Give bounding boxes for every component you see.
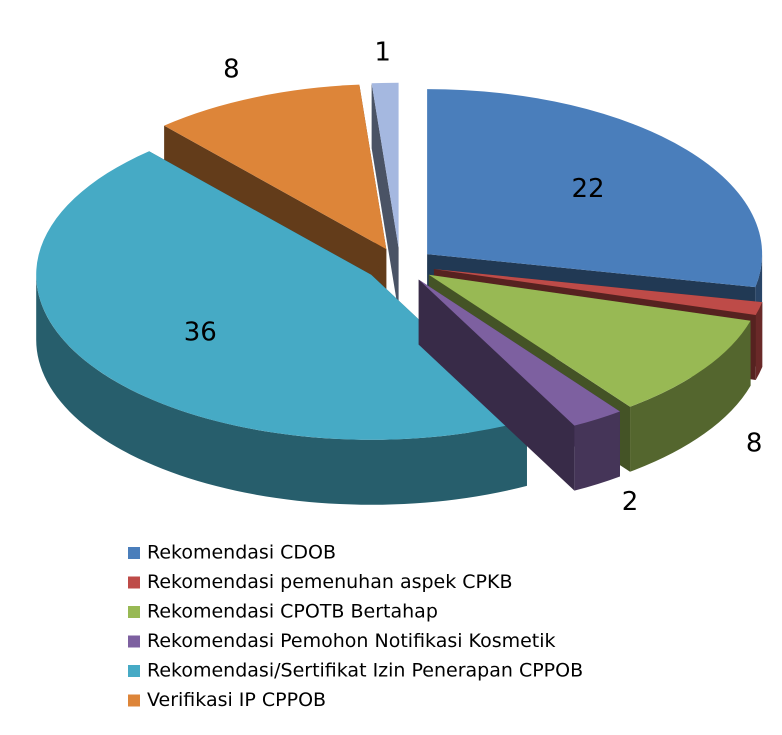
slice — [427, 89, 763, 288]
slice-wall — [418, 279, 575, 491]
legend-label: Rekomendasi pemenuhan aspek CPKB — [147, 571, 513, 593]
legend-label: Rekomendasi/Sertifikat Izin Penerapan CP… — [147, 660, 583, 682]
slice — [428, 274, 751, 407]
legend-swatch — [128, 665, 140, 677]
legend-swatch — [128, 635, 140, 648]
legend-swatch — [128, 694, 140, 707]
slice-side — [755, 302, 763, 381]
legend-swatch — [128, 606, 140, 618]
data-label: 2 — [622, 487, 639, 517]
legend-label: Rekomendasi Pemohon Notifikasi Kosmetik — [147, 630, 556, 652]
data-label: 1 — [374, 38, 391, 68]
slice — [36, 151, 527, 440]
slice-side — [574, 411, 620, 491]
legend-label: Verifikasi IP CPPOB — [147, 689, 326, 711]
legend-label: Rekomendasi CDOB — [147, 542, 336, 564]
legend-swatch — [128, 576, 140, 589]
data-label: 8 — [223, 55, 240, 85]
legend-swatch — [128, 547, 140, 559]
pie — [36, 82, 763, 505]
legend: Rekomendasi CDOB Rekomendasi pemenuhan as… — [128, 542, 583, 711]
slice — [371, 82, 399, 248]
slice-side — [36, 274, 527, 505]
slice — [164, 84, 387, 250]
data-label: 22 — [571, 174, 604, 204]
slice-side — [630, 320, 751, 472]
data-label: 36 — [184, 317, 217, 347]
labels: 221823681 — [184, 38, 763, 517]
slice-wall — [371, 83, 399, 313]
data-label: 8 — [746, 428, 763, 458]
slice — [418, 279, 620, 426]
legend-label: Rekomendasi CPOTB Bertahap — [147, 601, 438, 623]
slice — [433, 269, 763, 316]
